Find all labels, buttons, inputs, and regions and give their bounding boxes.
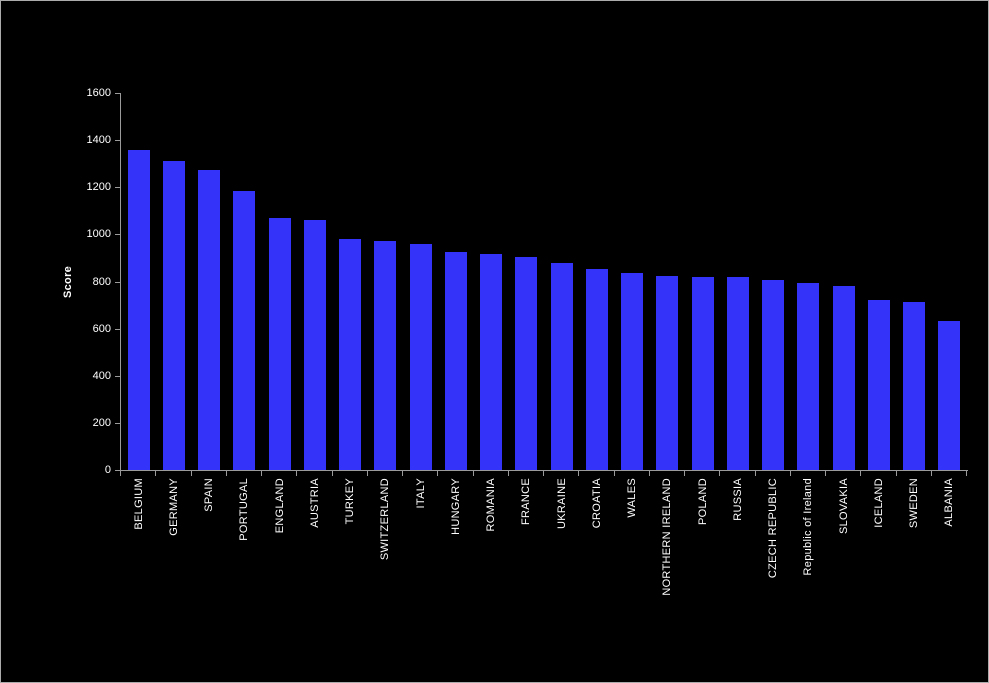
- x-tick-label: ALBANIA: [943, 478, 956, 527]
- bar: [198, 169, 221, 470]
- x-tick-mark: [578, 470, 580, 476]
- x-tick-label: UKRAINE: [555, 478, 568, 529]
- x-tick-mark: [402, 470, 403, 476]
- x-tick-mark: [507, 470, 509, 476]
- x-tick-label: GERMANY: [167, 478, 180, 536]
- bar: [303, 219, 326, 470]
- y-tick-label: 400: [92, 369, 111, 382]
- x-tick-label: SWITZERLAND: [379, 478, 392, 561]
- y-tick-mark: [115, 470, 120, 471]
- x-tick-mark: [789, 470, 791, 476]
- bar: [832, 285, 855, 470]
- x-axis-line: [120, 470, 968, 471]
- x-tick-mark: [472, 470, 474, 476]
- x-tick-label: ITALY: [414, 478, 427, 509]
- y-tick-label: 200: [92, 416, 111, 429]
- y-tick-mark: [115, 187, 120, 189]
- bar: [339, 238, 362, 470]
- x-tick-mark: [613, 470, 615, 476]
- y-tick-label: 1400: [86, 134, 111, 147]
- x-tick-mark: [754, 470, 756, 476]
- x-tick-label: AUSTRIA: [308, 478, 321, 528]
- bar: [903, 301, 926, 470]
- y-tick-mark: [115, 140, 120, 142]
- y-tick-mark: [115, 422, 120, 424]
- x-tick-mark: [120, 470, 121, 476]
- x-tick-mark: [825, 470, 826, 476]
- y-tick-mark: [115, 93, 120, 94]
- x-tick-mark: [684, 470, 685, 476]
- y-tick-label: 600: [92, 322, 111, 335]
- bar: [867, 300, 890, 470]
- x-tick-label: ICELAND: [872, 478, 885, 528]
- x-tick-label: NORTHERN IRELAND: [661, 478, 674, 596]
- x-tick-mark: [719, 470, 721, 476]
- x-tick-label: POLAND: [696, 478, 709, 526]
- x-tick-mark: [190, 470, 192, 476]
- x-tick-label: CZECH REPUBLIC: [767, 478, 780, 579]
- bar: [585, 269, 608, 470]
- x-tick-label: BELGIUM: [132, 478, 145, 530]
- x-tick-label: SLOVAKIA: [837, 478, 850, 534]
- x-tick-label: WALES: [626, 478, 639, 518]
- bar: [233, 190, 256, 470]
- y-tick-label: 800: [92, 275, 111, 288]
- bar: [268, 217, 291, 470]
- x-tick-mark: [331, 470, 333, 476]
- bar: [374, 240, 397, 470]
- bar: [550, 262, 573, 470]
- x-tick-mark: [930, 470, 932, 476]
- y-tick-mark: [115, 281, 120, 283]
- bar: [444, 251, 467, 470]
- bar: [762, 280, 785, 470]
- x-tick-mark: [895, 470, 897, 476]
- x-tick-label: SPAIN: [203, 478, 216, 512]
- x-tick-label: TURKEY: [344, 478, 357, 525]
- x-tick-label: SWEDEN: [908, 478, 921, 529]
- y-tick-label: 1200: [86, 181, 111, 194]
- x-tick-mark: [225, 470, 227, 476]
- x-tick-label: CROATIA: [590, 478, 603, 529]
- x-tick-label: ROMANIA: [485, 478, 498, 532]
- bar: [127, 149, 150, 470]
- bar: [797, 283, 820, 470]
- y-tick-label: 1600: [86, 87, 111, 99]
- x-tick-mark: [155, 470, 157, 476]
- x-tick-label: FRANCE: [520, 478, 533, 526]
- bar: [515, 256, 538, 470]
- x-tick-mark: [366, 470, 368, 476]
- x-tick-mark: [543, 470, 544, 476]
- x-tick-label: PORTUGAL: [238, 478, 251, 541]
- x-tick-mark: [966, 470, 967, 476]
- y-tick-label: 1000: [86, 228, 111, 241]
- x-tick-label: HUNGARY: [449, 478, 462, 535]
- y-tick-label: 0: [104, 464, 111, 476]
- x-tick-mark: [648, 470, 650, 476]
- x-tick-mark: [860, 470, 862, 476]
- x-tick-mark: [296, 470, 298, 476]
- y-axis-line: [120, 93, 121, 471]
- y-tick-mark: [115, 375, 120, 377]
- bar: [621, 272, 644, 470]
- bar: [480, 253, 503, 470]
- x-tick-mark: [261, 470, 262, 476]
- x-tick-label: Republic of Ireland: [802, 478, 815, 576]
- x-tick-mark: [437, 470, 439, 476]
- x-tick-label: ENGLAND: [273, 478, 286, 534]
- y-tick-mark: [115, 328, 120, 330]
- bar: [162, 161, 185, 470]
- bar: [656, 276, 679, 470]
- x-tick-label: RUSSIA: [731, 478, 744, 521]
- bar: [691, 276, 714, 470]
- bar: [938, 321, 961, 470]
- y-tick-mark: [115, 234, 120, 236]
- bar: [726, 277, 749, 470]
- bar: [409, 244, 432, 470]
